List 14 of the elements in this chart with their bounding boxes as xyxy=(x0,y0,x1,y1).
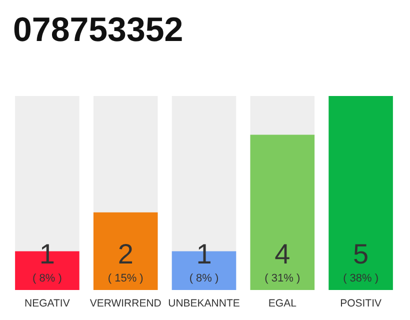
annotation: ( 38% ) xyxy=(343,272,379,284)
data-label: 4 xyxy=(274,238,290,270)
chart-title: 078753352 xyxy=(13,11,184,49)
data-label: 2 xyxy=(118,238,134,270)
annotation: ( 8% ) xyxy=(189,272,219,284)
x-tick-label: EGAL xyxy=(268,298,297,310)
x-tick-label: NEGATIV xyxy=(24,298,70,310)
data-label: 5 xyxy=(353,238,369,270)
annotation: ( 15% ) xyxy=(108,272,144,284)
x-tick-label: VERWIRREND xyxy=(90,298,162,310)
annotation: ( 8% ) xyxy=(32,272,62,284)
x-tick-label: POSITIV xyxy=(340,298,382,310)
annotation: ( 31% ) xyxy=(264,272,300,284)
x-tick-label: UNBEKANNTE xyxy=(168,298,240,310)
